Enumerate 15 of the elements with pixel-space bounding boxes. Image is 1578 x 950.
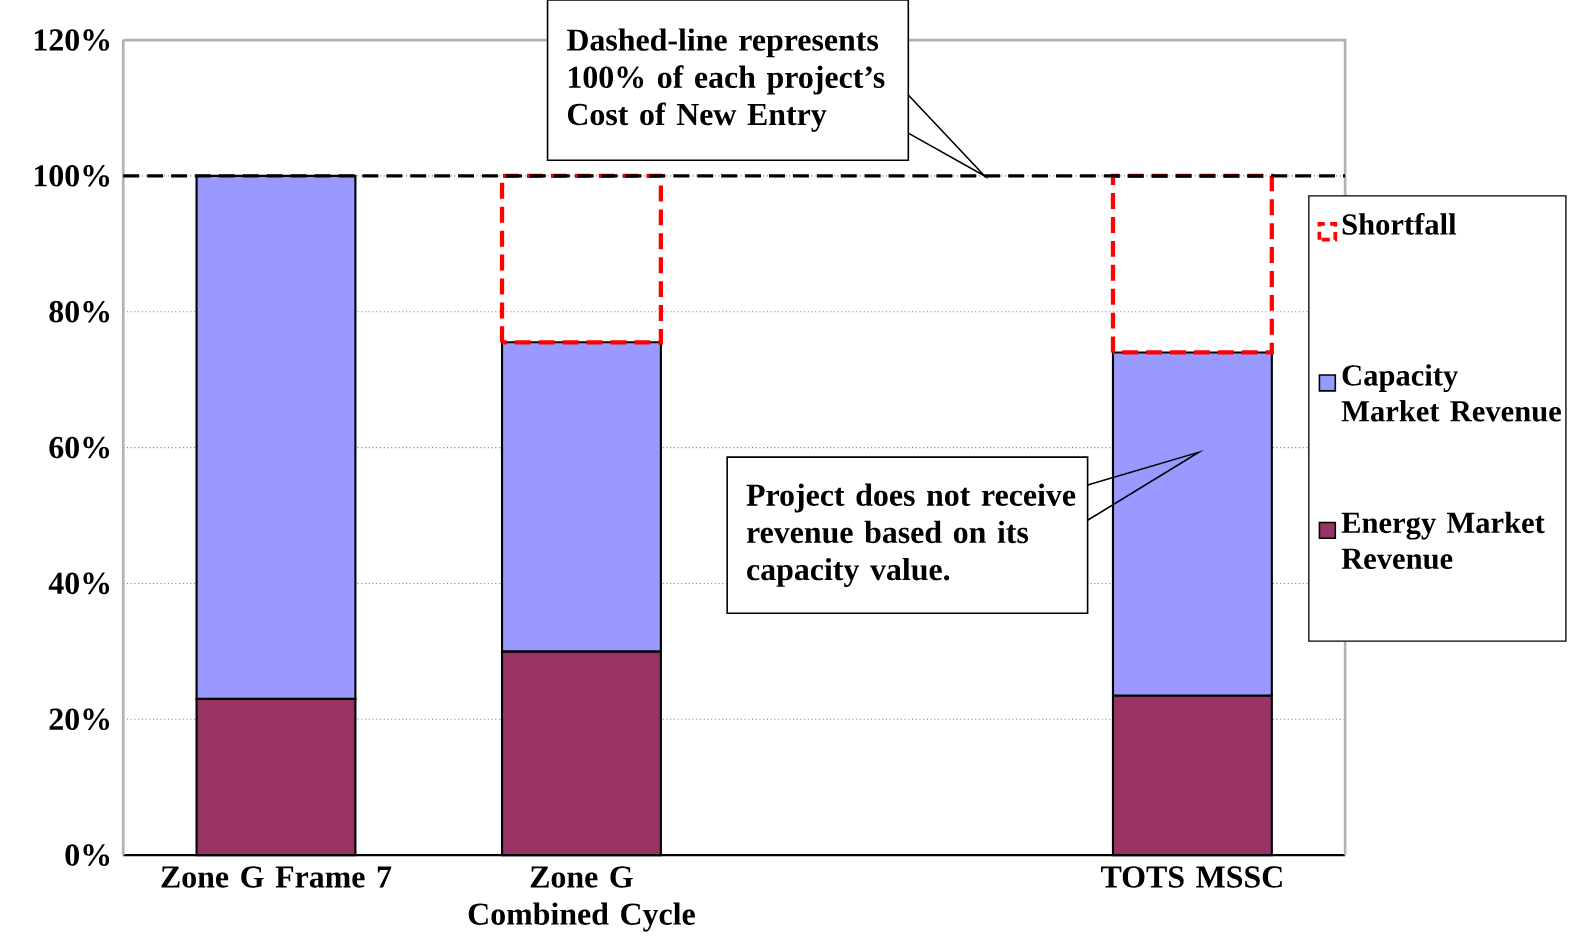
x-tick-label: TOTS MSSC (1101, 866, 1282, 888)
y-tick-label: 40% (48, 572, 110, 595)
annotation: Dashed-line represents 100% of each project’s Cost of New Entry (566, 28, 885, 132)
y-tick-label: 80% (49, 300, 110, 323)
y-tick-label: 0% (65, 844, 110, 866)
legend-label: Energy Market Revenue (1341, 511, 1545, 569)
x-tick-label: Zone G Frame 7 (161, 866, 392, 888)
y-tick-label: 20% (49, 708, 110, 730)
legend-label: Shortfall (1342, 212, 1457, 235)
legend-label: Capacity Market Revenue (1341, 363, 1561, 422)
x-tick-label: Zone G Combined Cycle (468, 866, 695, 932)
annotation: Project does not receive revenue based on its capacity value. (746, 483, 1076, 587)
y-tick-label: 60% (49, 436, 110, 459)
y-tick-label: 120% (34, 29, 110, 51)
y-tick-label: 100% (34, 164, 110, 187)
